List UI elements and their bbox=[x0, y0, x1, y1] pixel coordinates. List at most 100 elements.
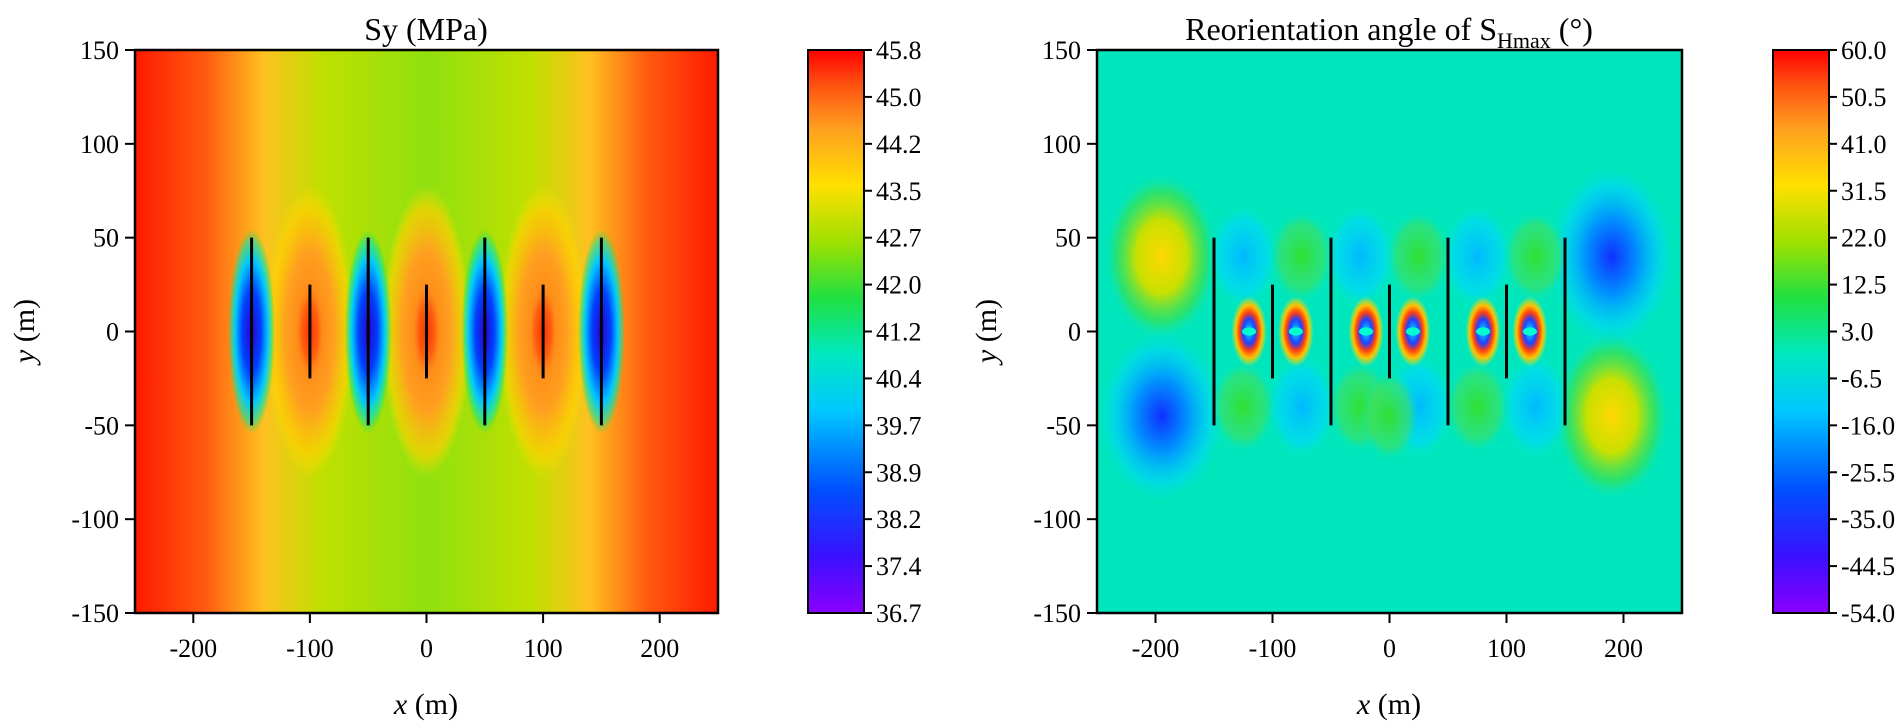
sy-colorbar: 45.8 45.0 44.2 43.5 42.7 42.0 41.2 40.4 39.7 38.9… bbox=[807, 36, 922, 628]
reorientation-x-tick-label: 0 bbox=[1383, 634, 1396, 663]
sy-y-axis-ticks: 150 100 50 0 -50 -100 -150 bbox=[71, 36, 135, 628]
sy-x-axis-title: x (m) bbox=[393, 688, 458, 721]
sy-y-tick-label: -50 bbox=[84, 411, 119, 440]
sy-chart: Sy (MPa) -200 -100 0 100 200 150 100 50 0 -50 -10… bbox=[8, 11, 922, 721]
reorientation-colorbar-label: -6.5 bbox=[1841, 364, 1882, 393]
ro-minor-lobe bbox=[1502, 209, 1569, 304]
reorientation-colorbar-label: 60.0 bbox=[1841, 36, 1887, 65]
reorientation-title-main: Reorientation angle of S bbox=[1185, 11, 1497, 47]
ro-minor-lobe bbox=[1208, 203, 1279, 310]
reorientation-x-tick-label: -200 bbox=[1132, 634, 1180, 663]
reorientation-x-axis-title: x (m) bbox=[1356, 688, 1421, 721]
sy-chart-title: Sy (MPa) bbox=[364, 11, 488, 47]
sy-colorbar-label: 45.0 bbox=[876, 83, 922, 112]
ro-ring-core bbox=[1242, 327, 1257, 336]
sy-colorbar-label: 38.9 bbox=[876, 458, 922, 487]
reorientation-x-axis-unit: (m) bbox=[1370, 688, 1421, 721]
reorientation-y-tick-label: 100 bbox=[1042, 130, 1081, 159]
ro-minor-lobe bbox=[1444, 359, 1511, 454]
ro-minor-lobe bbox=[1500, 353, 1571, 460]
reorientation-angle-blobs bbox=[1097, 162, 1677, 504]
sy-fracture-lines bbox=[250, 237, 603, 426]
reorientation-y-tick-label: 50 bbox=[1055, 224, 1081, 253]
sy-colorbar-label: 37.4 bbox=[876, 552, 922, 581]
reorientation-y-tick-label: 0 bbox=[1068, 318, 1081, 347]
sy-x-axis-ticks: -200 -100 0 100 200 bbox=[169, 613, 679, 663]
ro-positive-lobe bbox=[1105, 174, 1218, 339]
sy-x-tick-label: 100 bbox=[524, 634, 563, 663]
reorientation-colorbar: 60.0 50.5 41.0 31.5 22.0 12.5 3.0 -6.5 -16.0 -25.… bbox=[1772, 36, 1895, 628]
reorientation-chart-title: Reorientation angle of SHmax (°) bbox=[1185, 11, 1593, 53]
sy-y-tick-label: -150 bbox=[71, 599, 119, 628]
reorientation-y-axis-ticks: 150 100 50 0 -50 -100 -150 bbox=[1033, 36, 1097, 628]
sy-x-axis-unit: (m) bbox=[407, 688, 458, 721]
sy-colorbar-label: 44.2 bbox=[876, 130, 922, 159]
reorientation-colorbar-label: 22.0 bbox=[1841, 224, 1887, 253]
reorientation-title-suffix: (°) bbox=[1551, 11, 1593, 47]
reorientation-y-tick-label: -100 bbox=[1033, 505, 1081, 534]
sy-x-tick-label: 0 bbox=[420, 634, 433, 663]
sy-x-tick-label: 200 bbox=[640, 634, 679, 663]
reorientation-x-axis-ticks: -200 -100 0 100 200 bbox=[1132, 613, 1643, 663]
ro-minor-lobe bbox=[1385, 209, 1452, 304]
sy-y-tick-label: 150 bbox=[80, 36, 119, 65]
sy-colorbar-label: 41.2 bbox=[876, 318, 922, 347]
sy-colorbar-label: 40.4 bbox=[876, 364, 922, 393]
reorientation-chart: Reorientation angle of SHmax (°) -200 -10… bbox=[970, 11, 1895, 721]
sy-colorbar-label: 43.5 bbox=[876, 177, 922, 206]
reorientation-colorbar-labels: 60.0 50.5 41.0 31.5 22.0 12.5 3.0 -6.5 -16.0 -25.… bbox=[1829, 36, 1895, 628]
sy-y-tick-label: 100 bbox=[80, 130, 119, 159]
sy-y-axis-title: y (m) bbox=[8, 299, 41, 366]
reorientation-colorbar-label: -35.0 bbox=[1841, 505, 1895, 534]
reorientation-x-tick-label: 200 bbox=[1604, 634, 1643, 663]
ro-ring-core bbox=[1405, 327, 1420, 336]
sy-y-tick-label: -100 bbox=[71, 505, 119, 534]
sy-y-tick-label: 0 bbox=[106, 318, 119, 347]
reorientation-y-axis-title: y (m) bbox=[970, 299, 1003, 366]
reorientation-colorbar-label: 12.5 bbox=[1841, 271, 1887, 300]
sy-x-axis-var: x bbox=[393, 688, 408, 721]
sy-colorbar-label: 45.8 bbox=[876, 36, 922, 65]
reorientation-colorbar-label: -16.0 bbox=[1841, 411, 1895, 440]
reorientation-colorbar-label: 41.0 bbox=[1841, 130, 1887, 159]
reorientation-colorbar-label: -44.5 bbox=[1841, 552, 1895, 581]
sy-colorbar-label: 42.7 bbox=[876, 224, 922, 253]
ro-minor-lobe bbox=[1210, 359, 1277, 454]
reorientation-x-tick-label: -100 bbox=[1249, 634, 1297, 663]
ro-positive-lobe bbox=[1555, 334, 1668, 498]
sy-x-tick-label: -200 bbox=[169, 634, 217, 663]
reorientation-colorbar-label: 31.5 bbox=[1841, 177, 1887, 206]
reorientation-y-axis-var: y bbox=[970, 349, 1003, 366]
sy-y-axis-unit: (m) bbox=[8, 299, 41, 350]
reorientation-colorbar-bar bbox=[1772, 49, 1830, 614]
sy-y-axis-var: y bbox=[8, 349, 41, 366]
reorientation-y-tick-label: -150 bbox=[1033, 599, 1081, 628]
ro-negative-lobe bbox=[1097, 328, 1226, 504]
reorientation-y-tick-label: -50 bbox=[1046, 411, 1081, 440]
reorientation-colorbar-label: -54.0 bbox=[1841, 599, 1895, 628]
ro-ring-core bbox=[1288, 327, 1303, 336]
sy-colorbar-label: 36.7 bbox=[876, 599, 922, 628]
ro-minor-lobe bbox=[1325, 203, 1396, 310]
ro-minor-lobe bbox=[1268, 209, 1335, 304]
reorientation-fracture-lines bbox=[1212, 237, 1567, 426]
ro-ring-core bbox=[1476, 327, 1491, 336]
reorientation-y-tick-label: 150 bbox=[1042, 36, 1081, 65]
sy-colorbar-label: 38.2 bbox=[876, 505, 922, 534]
ro-minor-lobe bbox=[1360, 369, 1419, 463]
sy-heatmap-field bbox=[135, 50, 718, 613]
ro-negative-lobe bbox=[1547, 162, 1677, 351]
ro-minor-lobe bbox=[1442, 203, 1513, 310]
sy-colorbar-bar bbox=[807, 49, 865, 614]
ro-minor-lobe bbox=[1266, 353, 1337, 460]
sy-colorbar-labels: 45.8 45.0 44.2 43.5 42.7 42.0 41.2 40.4 39.7 38.9… bbox=[864, 36, 922, 628]
sy-colorbar-label: 42.0 bbox=[876, 271, 922, 300]
ro-ring-core bbox=[1359, 327, 1374, 336]
reorientation-colorbar-label: 50.5 bbox=[1841, 83, 1887, 112]
sy-y-tick-label: 50 bbox=[93, 224, 119, 253]
reorientation-x-axis-var: x bbox=[1356, 688, 1371, 721]
sy-x-tick-label: -100 bbox=[286, 634, 334, 663]
reorientation-x-tick-label: 100 bbox=[1487, 634, 1526, 663]
ro-ring-core bbox=[1522, 327, 1537, 336]
